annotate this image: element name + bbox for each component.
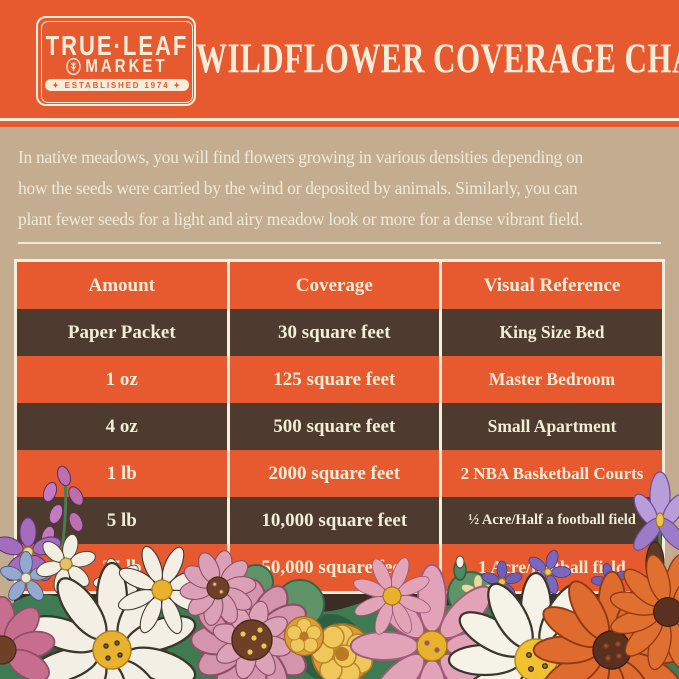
page-title: WILDFLOWER COVERAGE CHART [196, 34, 679, 82]
brand-logo-inner-frame: TRUE·LEAF MARKET ✦ ESTABLI [41, 21, 193, 103]
brand-logo: TRUE·LEAF MARKET ✦ ESTABLI [36, 16, 196, 106]
header-banner: TRUE·LEAF MARKET ✦ ESTABLI [0, 0, 679, 118]
table-row: 1 lb 2000 square feet 2 NBA Basketball C… [17, 450, 662, 497]
flower-zinnia [190, 578, 314, 679]
flower-viola [526, 548, 572, 596]
brand-name-bottom: MARKET [66, 56, 167, 76]
cell-amount: 5 lb [106, 509, 137, 531]
cell-amount: 4 oz [105, 415, 138, 437]
col-header-amount: Amount [88, 274, 156, 296]
cell-reference: 2 NBA Basketball Courts [439, 450, 662, 497]
table-header-row: Amount Coverage Visual Reference [17, 262, 662, 309]
cell-coverage: 10,000 square feet [226, 497, 440, 544]
col-header-coverage: Coverage [226, 262, 440, 309]
table-row: 1 oz 125 square feet Master Bedroom [17, 356, 662, 403]
cell-amount: 1 lb [106, 462, 137, 484]
flower-pink-cosmos [349, 563, 515, 679]
wildflower-border-illustration [0, 465, 679, 679]
coverage-table: Amount Coverage Visual Reference Paper P… [14, 259, 665, 594]
flower-white-cosmos [23, 561, 201, 679]
flower-zinnia [178, 548, 258, 628]
table-row: Paper Packet 30 square feet King Size Be… [17, 309, 662, 356]
intro-line-2: how the seeds were carried by the wind o… [18, 178, 578, 198]
cell-reference: ½ Acre/Half a football field [439, 497, 662, 544]
brand-name-top: TRUE·LEAF [45, 29, 189, 61]
brand-name-market: MARKET [85, 55, 168, 77]
flower-zinnia [0, 595, 58, 679]
cell-amount: 1 oz [105, 368, 138, 390]
cell-reference: King Size Bed [439, 309, 662, 356]
flower-white-cosmos [115, 543, 209, 637]
col-header-reference: Visual Reference [439, 262, 662, 309]
flower-gaillardia [532, 570, 679, 679]
cell-coverage: 30 square feet [226, 309, 440, 356]
table-row: 5 lb 10,000 square feet ½ Acre/Half a fo… [17, 497, 662, 544]
flower-bud [453, 555, 467, 581]
intro-paragraph: In native meadows, you will find flowers… [0, 127, 679, 235]
cell-coverage: 500 square feet [226, 403, 440, 450]
section-divider-line [18, 242, 661, 244]
cell-reference: Master Bedroom [439, 356, 662, 403]
flower-marigold [283, 615, 325, 657]
header-accent-strip [0, 121, 679, 127]
cell-amount: Paper Packet [67, 321, 176, 343]
flower-gaillardia [607, 551, 679, 673]
header-divider-line [0, 118, 679, 121]
cell-reference: Small Apartment [439, 403, 662, 450]
cell-coverage: 2000 square feet [226, 450, 440, 497]
table-row: 4 oz 500 square feet Small Apartment [17, 403, 662, 450]
flower-blue [0, 550, 54, 604]
cell-coverage: 125 square feet [226, 356, 440, 403]
flower-pink-cosmos [351, 555, 433, 637]
flower-white-small [34, 532, 98, 596]
established-badge: ✦ ESTABLISHED 1974 ✦ [45, 78, 189, 91]
intro-line-1: In native meadows, you will find flowers… [18, 147, 583, 167]
seed-head-icon [66, 57, 82, 75]
flower-iris [633, 471, 679, 575]
intro-line-3: plant fewer seeds for a light and airy m… [18, 209, 583, 229]
